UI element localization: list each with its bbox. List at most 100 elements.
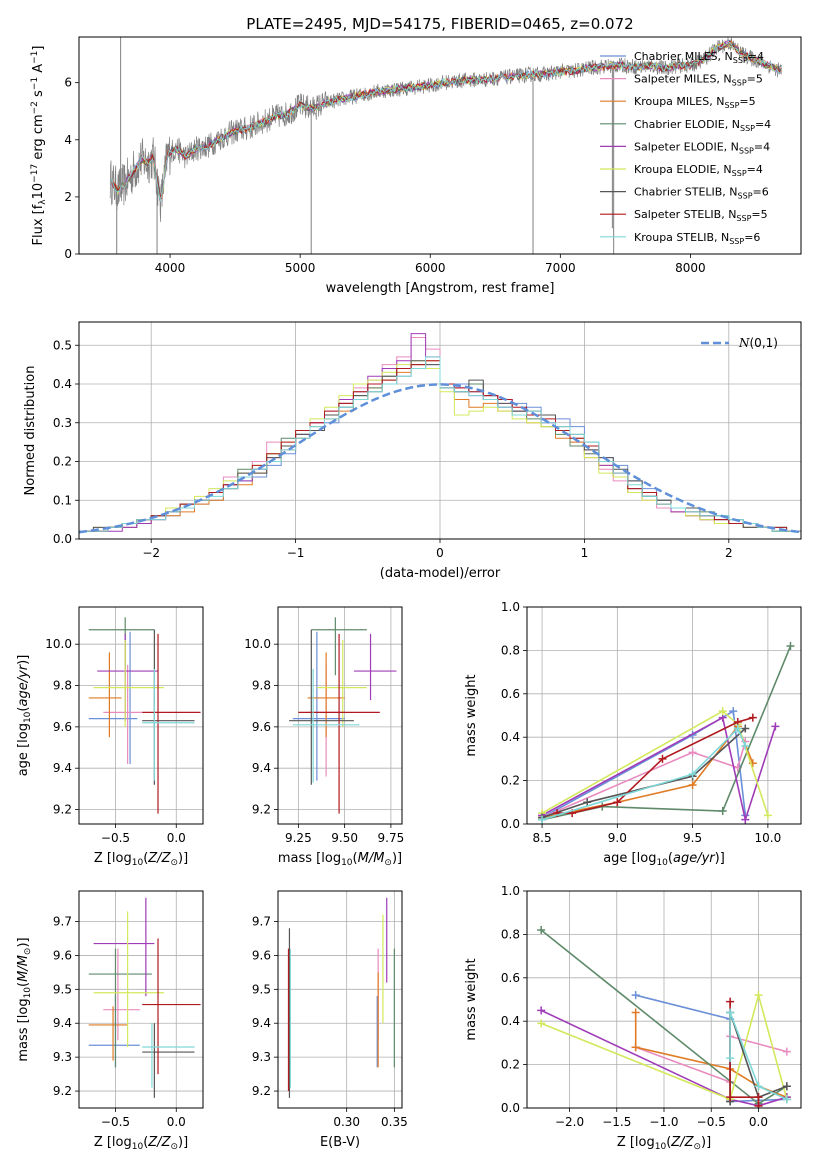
x-tick-label: 0.0 bbox=[167, 831, 186, 845]
weight-marker bbox=[658, 754, 667, 763]
x-tick-label: 2 bbox=[725, 546, 733, 560]
y-tick-label: 9.2 bbox=[252, 803, 271, 817]
label-part: 10 bbox=[341, 858, 353, 868]
x-tick-label: 0.30 bbox=[333, 1115, 360, 1129]
weight-marker bbox=[782, 1047, 791, 1056]
axes-frame bbox=[78, 606, 204, 825]
model-spectrum bbox=[109, 41, 782, 202]
x-tick-label: 9.50 bbox=[331, 831, 358, 845]
x-axis-label: wavelength [Angstrom, rest frame] bbox=[326, 281, 555, 296]
x-tick-label: 9.0 bbox=[608, 831, 627, 845]
weight-marker bbox=[613, 798, 622, 807]
label-part: )] bbox=[392, 851, 402, 866]
legend-label: Kroupa ELODIE, NSSP=4 bbox=[634, 163, 763, 178]
x-tick-label: 6000 bbox=[415, 261, 446, 275]
y-tick-label: 10.0 bbox=[244, 637, 271, 651]
y-tick-label: 4 bbox=[64, 133, 72, 147]
plot-area bbox=[287, 897, 395, 1098]
y-tick-label: 9.4 bbox=[252, 761, 271, 775]
x-tick-label: 0.0 bbox=[167, 1115, 186, 1129]
label-part: Z [log bbox=[617, 1135, 655, 1150]
label-part: Z/Z bbox=[670, 1135, 694, 1150]
axes-frame bbox=[277, 606, 403, 825]
y-tick-label: 10.0 bbox=[45, 637, 72, 651]
weight-marker bbox=[763, 811, 772, 820]
panel-age-vs-z: −0.5 0.09.29.49.69.810.0Z [log10(Z/Z⊙)]ag… bbox=[16, 606, 204, 868]
legend-label-sub: SSP bbox=[740, 124, 755, 133]
y-tick-label: 0 bbox=[64, 247, 72, 261]
y-tick-label: 9.8 bbox=[53, 679, 72, 693]
y-tick-label: 1.0 bbox=[501, 600, 520, 614]
y-axis-label: mass [log10(M/M⊙)] bbox=[16, 937, 33, 1061]
error-bar-point bbox=[103, 948, 140, 1041]
label-part: ⊙ bbox=[170, 858, 178, 868]
y-tick-label: 0.3 bbox=[53, 416, 72, 430]
label-part: 10 bbox=[132, 1142, 144, 1152]
label-part: M/M bbox=[16, 955, 31, 982]
label-part: Z [log bbox=[94, 1135, 132, 1150]
weight-marker bbox=[726, 1054, 735, 1063]
y-tick-label: 9.2 bbox=[252, 1084, 271, 1098]
y-tick-label: 0.1 bbox=[53, 493, 72, 507]
y-tick-label: 0.4 bbox=[501, 730, 520, 744]
error-bar-point bbox=[316, 640, 367, 727]
weight-marker bbox=[631, 991, 640, 1000]
x-tick-label: −0.5 bbox=[101, 1115, 130, 1129]
y-tick-label: 9.6 bbox=[53, 720, 72, 734]
label-part: −2 bbox=[30, 101, 40, 114]
weight-marker bbox=[748, 713, 757, 722]
x-tick-label: 8000 bbox=[675, 261, 706, 275]
label-part: ( bbox=[668, 851, 673, 866]
weight-marker bbox=[741, 724, 750, 733]
legend-label: Kroupa MILES, NSSP=5 bbox=[634, 95, 756, 110]
legend-label: Salpeter MILES, NSSP=5 bbox=[634, 73, 763, 88]
weight-marker bbox=[537, 1019, 546, 1028]
label-part: age/yr bbox=[16, 663, 31, 706]
y-tick-label: 0.8 bbox=[501, 927, 520, 941]
panel-residuals: −2 −1 0 1 2 0.0 0.1 0.2 0.3 0.4 0.5 (data-model)/er… bbox=[23, 321, 802, 581]
legend-label-value: =5 bbox=[747, 73, 763, 86]
y-tick-label: 0.2 bbox=[501, 774, 520, 788]
weight-series-line bbox=[541, 716, 777, 823]
x-axis-label: (data-model)/error bbox=[380, 566, 501, 581]
axes-frame bbox=[526, 606, 802, 825]
x-tick-label: 10.0 bbox=[755, 831, 782, 845]
error-bar-point bbox=[142, 629, 195, 785]
label-part: 10 bbox=[655, 1142, 667, 1152]
legend-label: Chabrier STELIB, NSSP=6 bbox=[634, 186, 769, 201]
y-tick-label: 0.0 bbox=[501, 1101, 520, 1115]
label-part: age [log bbox=[16, 723, 31, 776]
legend-label-text: Chabrier ELODIE, N bbox=[634, 118, 740, 131]
legend-label-text: Kroupa STELIB, N bbox=[634, 231, 729, 244]
y-tick-label: 9.4 bbox=[252, 1016, 271, 1030]
x-tick-label: 9.5 bbox=[683, 831, 702, 845]
legend-label: Chabrier MILES, NSSP=4 bbox=[634, 50, 764, 65]
panel-weight-vs-z: −2.0 −1.5 −1.0 −0.5 0.0 0.0 0.2 0.4 0.6 0.8 1.0 Z [… bbox=[464, 884, 802, 1152]
panel-weight-vs-age: 8.5 9.0 9.5 10.0 0.0 0.2 0.4 0.6 0.8 1.0 age [log1… bbox=[464, 600, 802, 868]
x-tick-label: −1 bbox=[287, 546, 305, 560]
x-tick-label: 7000 bbox=[545, 261, 576, 275]
y-tick-label: 0.2 bbox=[53, 455, 72, 469]
weight-series-line bbox=[541, 710, 769, 816]
legend-label-text: Kroupa MILES, N bbox=[634, 95, 724, 108]
y-tick-label: 0.4 bbox=[53, 377, 72, 391]
panel-spectrum: 4000 5000 6000 7000 8000 0 2 4 6 wavelength [Angs… bbox=[30, 36, 802, 296]
error-bar-point bbox=[292, 631, 345, 781]
error-bar-point bbox=[88, 996, 140, 1068]
weight-marker bbox=[754, 991, 763, 1000]
axes-frame bbox=[526, 890, 802, 1109]
weight-marker bbox=[631, 1008, 640, 1017]
legend-label-text: (0,1) bbox=[750, 336, 778, 350]
label-part: Flux [f bbox=[31, 204, 46, 245]
legend-label-sub: SSP bbox=[724, 101, 739, 110]
legend-label-sub: SSP bbox=[732, 169, 747, 178]
weight-marker bbox=[718, 707, 727, 716]
x-axis-label: age [log10(age/yr)] bbox=[603, 851, 725, 868]
label-part: s bbox=[31, 90, 46, 101]
legend-label-value: =6 bbox=[744, 231, 760, 244]
legend-label-value: =5 bbox=[751, 208, 767, 221]
y-tick-label: 2 bbox=[64, 190, 72, 204]
legend-label-value: =4 bbox=[754, 140, 770, 153]
label-part: ( bbox=[353, 851, 358, 866]
